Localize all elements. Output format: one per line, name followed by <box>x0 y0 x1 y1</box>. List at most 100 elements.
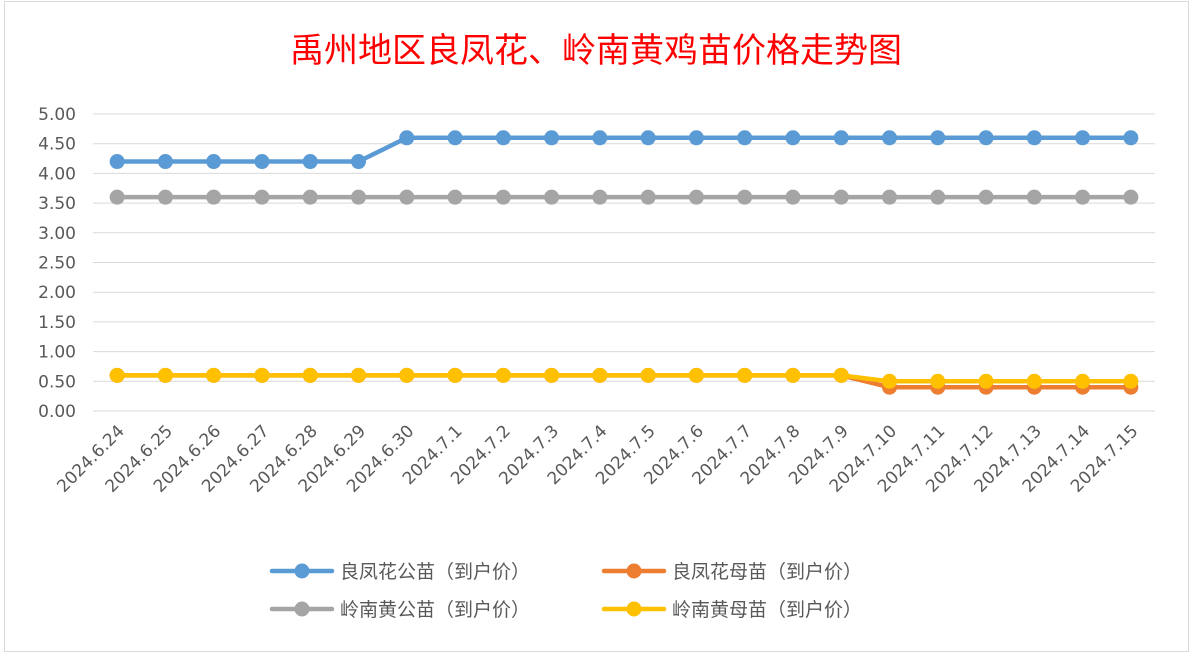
data-point[interactable] <box>351 154 366 170</box>
data-point[interactable] <box>1075 373 1091 389</box>
x-axis-tick-labels: 2024.6.242024.6.252024.6.262024.6.272024… <box>53 421 1142 496</box>
series-2[interactable] <box>109 189 1139 205</box>
data-point[interactable] <box>302 367 318 383</box>
data-point[interactable] <box>930 189 946 205</box>
legend-swatch-marker <box>626 601 642 617</box>
data-point[interactable] <box>882 189 897 205</box>
series-line <box>114 135 1134 164</box>
data-point[interactable] <box>1026 189 1042 205</box>
data-point[interactable] <box>157 367 173 383</box>
data-point[interactable] <box>447 189 463 205</box>
data-point[interactable] <box>1075 130 1091 146</box>
data-point[interactable] <box>930 130 946 146</box>
data-point[interactable] <box>640 189 656 205</box>
data-point[interactable] <box>640 367 656 383</box>
data-point[interactable] <box>254 367 270 383</box>
legend-item[interactable]: 岭南黄母苗（到户价） <box>601 599 862 621</box>
data-point[interactable] <box>737 189 753 205</box>
chart-title: 禹州地区良凤花、岭南黄鸡苗价格走势图 <box>290 31 902 71</box>
gridlines <box>93 113 1155 412</box>
chart-area[interactable] <box>4 1 1189 652</box>
data-point[interactable] <box>592 189 608 205</box>
data-point[interactable] <box>978 130 994 146</box>
data-point[interactable] <box>592 367 608 383</box>
y-tick-label: 1.50 <box>38 313 76 333</box>
data-point[interactable] <box>833 130 849 146</box>
legend-item[interactable]: 良凤花公苗（到户价） <box>269 561 530 583</box>
data-point[interactable] <box>399 189 415 205</box>
data-point[interactable] <box>978 373 994 389</box>
y-tick-label: 3.00 <box>38 224 76 244</box>
y-tick-label: 4.50 <box>38 135 76 155</box>
y-tick-label: 2.00 <box>38 283 76 303</box>
legend-label: 良凤花母苗（到户价） <box>672 561 862 583</box>
data-point[interactable] <box>930 373 946 389</box>
data-point[interactable] <box>206 154 222 170</box>
data-point[interactable] <box>882 130 897 146</box>
data-point[interactable] <box>785 130 801 146</box>
data-point[interactable] <box>495 189 511 205</box>
data-point[interactable] <box>447 130 463 146</box>
data-point[interactable] <box>399 367 415 383</box>
legend-label: 良凤花公苗（到户价） <box>340 561 530 583</box>
data-point[interactable] <box>351 367 366 383</box>
data-point[interactable] <box>109 189 125 205</box>
legend-swatch-marker <box>294 563 310 579</box>
data-point[interactable] <box>1123 373 1139 389</box>
y-tick-label: 5.00 <box>38 105 76 125</box>
data-point[interactable] <box>833 367 849 383</box>
legend-swatch-marker <box>294 601 310 617</box>
y-tick-label: 2.50 <box>38 254 76 274</box>
y-tick-label: 1.00 <box>38 343 76 363</box>
series-0[interactable] <box>109 130 1139 170</box>
data-point[interactable] <box>206 189 222 205</box>
legend-item[interactable]: 良凤花母苗（到户价） <box>601 561 862 583</box>
data-point[interactable] <box>1123 130 1139 146</box>
data-point[interactable] <box>544 367 560 383</box>
data-point[interactable] <box>447 367 463 383</box>
data-point[interactable] <box>1026 373 1042 389</box>
data-point[interactable] <box>640 130 656 146</box>
legend-swatch-marker <box>626 563 642 579</box>
data-point[interactable] <box>688 189 704 205</box>
data-point[interactable] <box>157 189 173 205</box>
data-point[interactable] <box>495 367 511 383</box>
data-point[interactable] <box>254 154 270 170</box>
legend-label: 岭南黄公苗（到户价） <box>340 599 530 621</box>
data-point[interactable] <box>688 130 704 146</box>
data-point[interactable] <box>495 130 511 146</box>
data-point[interactable] <box>737 130 753 146</box>
data-point[interactable] <box>206 367 222 383</box>
legend[interactable]: 良凤花公苗（到户价） 良凤花母苗（到户价） 岭南黄公苗（到户价） 岭南黄母苗（到户价） <box>269 561 862 621</box>
data-point[interactable] <box>1026 130 1042 146</box>
data-point[interactable] <box>544 189 560 205</box>
data-point[interactable] <box>1075 189 1091 205</box>
data-point[interactable] <box>399 130 415 146</box>
data-point[interactable] <box>109 154 125 170</box>
data-point[interactable] <box>157 154 173 170</box>
data-point[interactable] <box>785 189 801 205</box>
data-point[interactable] <box>1123 189 1139 205</box>
data-point[interactable] <box>882 373 897 389</box>
legend-label: 岭南黄母苗（到户价） <box>672 599 862 621</box>
data-point[interactable] <box>592 130 608 146</box>
data-point[interactable] <box>688 367 704 383</box>
data-point[interactable] <box>833 189 849 205</box>
data-point[interactable] <box>785 367 801 383</box>
data-point[interactable] <box>544 130 560 146</box>
data-point[interactable] <box>109 367 125 383</box>
y-tick-label: 3.50 <box>38 194 76 214</box>
data-point[interactable] <box>737 367 753 383</box>
y-tick-label: 0.50 <box>38 372 76 392</box>
data-point[interactable] <box>254 189 270 205</box>
series-line <box>114 373 1134 384</box>
data-point[interactable] <box>351 189 366 205</box>
data-point[interactable] <box>302 154 318 170</box>
series-3[interactable] <box>109 367 1139 389</box>
legend-item[interactable]: 岭南黄公苗（到户价） <box>269 599 530 621</box>
data-point[interactable] <box>302 189 318 205</box>
data-point[interactable] <box>978 189 994 205</box>
y-axis-tick-labels: 0.00 0.50 1.00 1.50 2.00 2.50 3.00 3.50 4.00 4.50… <box>38 105 76 422</box>
